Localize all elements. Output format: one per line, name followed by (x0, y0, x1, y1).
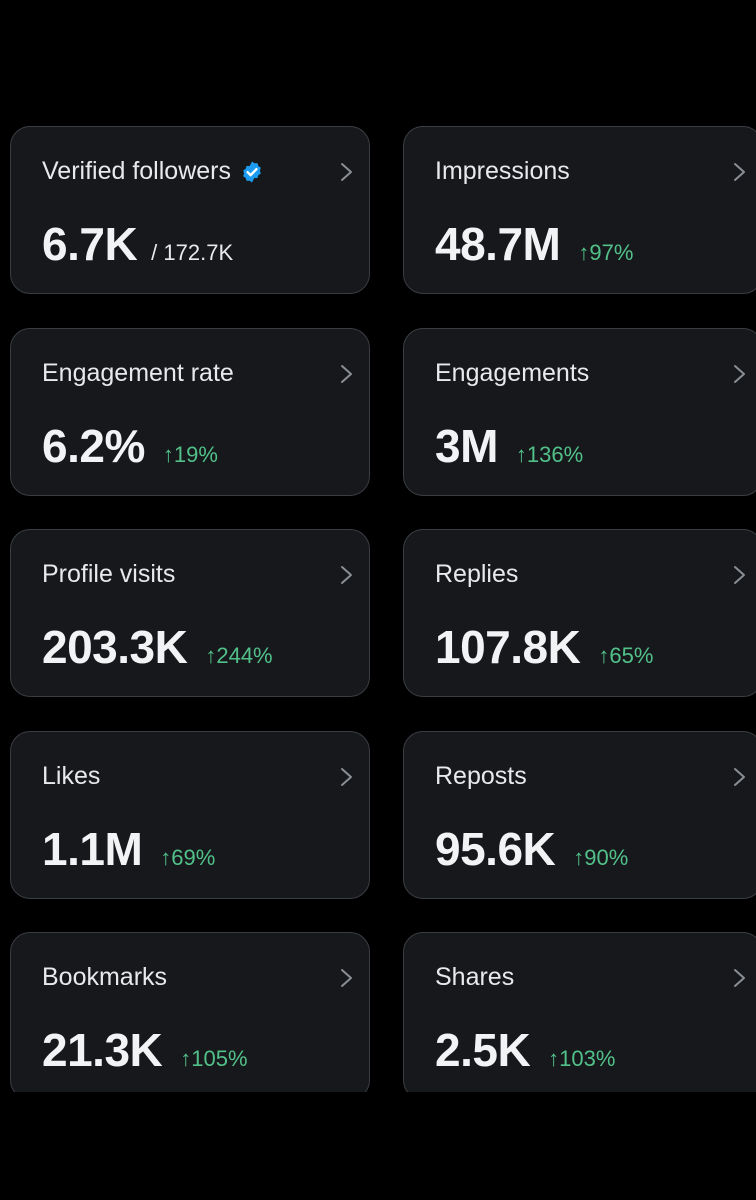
stat-label: Reposts (435, 762, 527, 790)
stat-label-row: Shares (435, 963, 514, 992)
stat-total: / 172.7K (151, 240, 234, 265)
stat-label-row: Engagements (435, 359, 589, 388)
stat-value-row: 48.7M ↑97% (435, 217, 633, 271)
stat-change: ↑105% (180, 1046, 248, 1071)
stat-value: 48.7M (435, 218, 561, 270)
chevron-right-icon[interactable] (732, 564, 748, 586)
stat-value: 203.3K (42, 621, 188, 673)
stat-value: 1.1M (42, 823, 143, 875)
stat-label: Engagements (435, 359, 590, 387)
stat-change: ↑90% (573, 845, 629, 870)
stat-value-row: 107.8K ↑65% (435, 620, 653, 674)
chevron-right-icon[interactable] (339, 564, 355, 586)
stat-value: 6.2% (42, 420, 145, 472)
chevron-right-icon[interactable] (339, 766, 355, 788)
stat-card-shares[interactable]: Shares 2.5K ↑103% (403, 932, 756, 1092)
stat-card-impressions[interactable]: Impressions 48.7M ↑97% (403, 126, 756, 294)
stat-change: ↑97% (578, 240, 634, 265)
stat-label-row: Likes (42, 762, 100, 791)
stat-label-row: Reposts (435, 762, 527, 791)
stat-value: 2.5K (435, 1024, 531, 1076)
stat-label: Likes (42, 762, 101, 790)
stat-change: ↑136% (515, 442, 584, 467)
stat-label-row: Impressions (435, 157, 570, 186)
stat-value-row: 203.3K ↑244% (42, 620, 273, 674)
analytics-stats-grid: Verified followers 6.7K / 172.7K Impress… (10, 126, 756, 1092)
stat-card-likes[interactable]: Likes 1.1M ↑69% (10, 731, 370, 899)
chevron-right-icon[interactable] (732, 967, 748, 989)
stat-label-row: Engagement rate (42, 359, 234, 388)
chevron-right-icon[interactable] (732, 766, 748, 788)
stat-value: 107.8K (435, 621, 581, 673)
stat-card-profile-visits[interactable]: Profile visits 203.3K ↑244% (10, 529, 370, 697)
stat-label-row: Bookmarks (42, 963, 167, 992)
stat-card-engagement-rate[interactable]: Engagement rate 6.2% ↑19% (10, 328, 370, 496)
chevron-right-icon[interactable] (732, 363, 748, 385)
chevron-right-icon[interactable] (732, 161, 748, 183)
bottom-black-area (0, 1092, 756, 1200)
stat-card-replies[interactable]: Replies 107.8K ↑65% (403, 529, 756, 697)
stat-change: ↑19% (162, 442, 218, 467)
stat-label-row: Replies (435, 560, 518, 589)
stat-card-engagements[interactable]: Engagements 3M ↑136% (403, 328, 756, 496)
stat-label: Engagement rate (42, 359, 234, 387)
stat-label: Shares (435, 963, 515, 991)
stat-value-row: 3M ↑136% (435, 419, 583, 473)
stat-change: ↑244% (205, 643, 273, 668)
stat-card-reposts[interactable]: Reposts 95.6K ↑90% (403, 731, 756, 899)
stat-value: 6.7K (42, 218, 138, 270)
stat-value-row: 2.5K ↑103% (435, 1023, 615, 1077)
stat-value: 21.3K (42, 1024, 163, 1076)
stat-value: 95.6K (435, 823, 556, 875)
stat-change: ↑65% (598, 643, 654, 668)
stat-change: ↑103% (548, 1046, 616, 1071)
stat-label: Replies (435, 560, 519, 588)
verified-badge-icon (243, 161, 261, 182)
stat-value-row: 6.2% ↑19% (42, 419, 218, 473)
chevron-right-icon[interactable] (339, 161, 355, 183)
stat-label-row: Verified followers (42, 157, 264, 186)
chevron-right-icon[interactable] (339, 363, 355, 385)
stat-change: ↑69% (160, 845, 216, 870)
chevron-right-icon[interactable] (339, 967, 355, 989)
stat-value-row: 21.3K ↑105% (42, 1023, 248, 1077)
stat-card-bookmarks[interactable]: Bookmarks 21.3K ↑105% (10, 932, 370, 1092)
stat-value: 3M (435, 420, 498, 472)
stat-value-row: 1.1M ↑69% (42, 822, 215, 876)
stat-card-verified-followers[interactable]: Verified followers 6.7K / 172.7K (10, 126, 370, 294)
stat-label: Impressions (435, 157, 570, 185)
stat-label: Verified followers (42, 157, 231, 185)
stat-label: Profile visits (42, 560, 176, 588)
stat-value-row: 6.7K / 172.7K (42, 217, 233, 271)
stat-value-row: 95.6K ↑90% (435, 822, 628, 876)
stat-label-row: Profile visits (42, 560, 175, 589)
stat-label: Bookmarks (42, 963, 168, 991)
